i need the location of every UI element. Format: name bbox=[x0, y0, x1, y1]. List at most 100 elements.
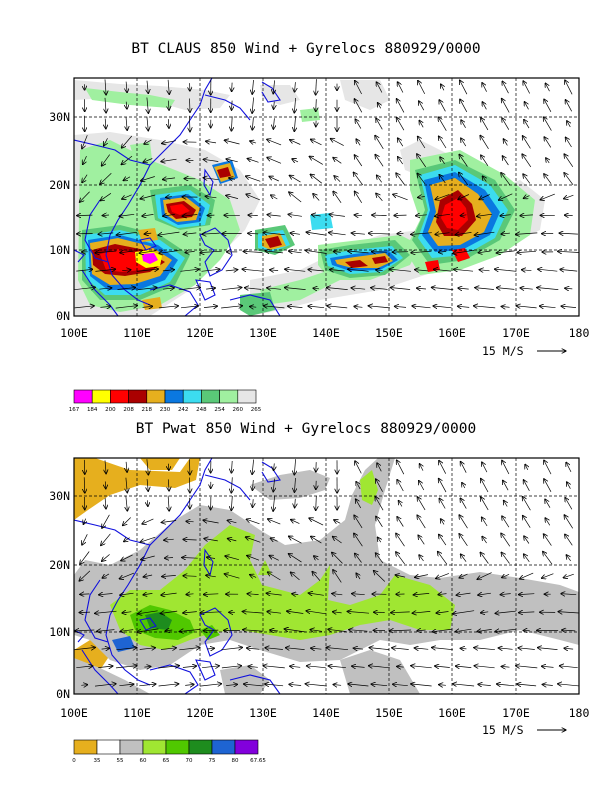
wind-vector bbox=[122, 612, 132, 613]
wind-vector bbox=[95, 269, 115, 271]
colorbar-swatch bbox=[128, 389, 148, 404]
wind-vector bbox=[502, 156, 509, 166]
wind-vector bbox=[332, 612, 342, 613]
wind-vector bbox=[289, 175, 301, 183]
wind-vector bbox=[436, 573, 450, 578]
wind-vector bbox=[164, 558, 174, 559]
wind-vector bbox=[186, 594, 194, 595]
wind-vector bbox=[482, 83, 487, 92]
wind-vector bbox=[565, 498, 573, 510]
wind-vector bbox=[502, 574, 510, 577]
wind-vector bbox=[354, 515, 363, 529]
wind-vector bbox=[289, 251, 302, 253]
wind-vector bbox=[165, 630, 173, 631]
wind-vector bbox=[544, 460, 552, 475]
wind-vector bbox=[231, 116, 232, 131]
wind-vector bbox=[288, 214, 302, 216]
wind-vector bbox=[271, 195, 278, 199]
wind-vector bbox=[306, 666, 326, 668]
wind-vector bbox=[334, 520, 341, 524]
wind-vector bbox=[348, 684, 369, 686]
wind-vector bbox=[126, 81, 127, 93]
colorbar-tick-label: 184 bbox=[87, 407, 98, 413]
wind-vector bbox=[101, 648, 110, 649]
wind-vector bbox=[138, 288, 157, 290]
top-lon-label: 180 bbox=[569, 326, 590, 340]
wind-vector bbox=[97, 630, 115, 632]
wind-vector bbox=[207, 557, 216, 558]
wind-vector bbox=[539, 306, 556, 308]
wind-vector bbox=[545, 83, 550, 92]
wind-vector bbox=[227, 539, 237, 541]
wind-vector bbox=[246, 194, 260, 201]
wind-vector bbox=[523, 515, 531, 528]
wind-vector bbox=[482, 462, 488, 473]
wind-vector bbox=[397, 666, 404, 667]
wind-vector bbox=[522, 154, 532, 168]
wind-vector bbox=[453, 684, 475, 686]
wind-vector bbox=[495, 629, 516, 631]
wind-vector bbox=[269, 555, 279, 561]
wind-vector bbox=[520, 572, 534, 579]
wind-vector bbox=[435, 233, 450, 235]
wind-vector bbox=[159, 250, 179, 254]
wind-vector bbox=[162, 141, 176, 144]
wind-vector bbox=[105, 497, 106, 509]
wind-vector bbox=[478, 684, 491, 685]
bottom-lat-label: 30N bbox=[49, 489, 70, 503]
wind-vector bbox=[537, 648, 558, 650]
wind-vector bbox=[206, 288, 215, 289]
wind-vector bbox=[565, 100, 573, 112]
wind-vector bbox=[242, 269, 264, 271]
wind-vector bbox=[306, 232, 326, 236]
wind-vector bbox=[459, 172, 469, 186]
wind-vector bbox=[439, 136, 447, 149]
wind-vector bbox=[520, 215, 533, 216]
wind-vector bbox=[168, 463, 169, 471]
wind-vector bbox=[439, 175, 446, 184]
wind-vector bbox=[503, 139, 507, 146]
wind-vector bbox=[119, 214, 135, 216]
wind-vector bbox=[139, 251, 157, 254]
wind-vector bbox=[122, 270, 131, 271]
wind-vector bbox=[120, 630, 134, 632]
wind-vector bbox=[389, 630, 412, 631]
wind-vector bbox=[77, 215, 93, 216]
wind-vector bbox=[544, 137, 552, 148]
wind-vector bbox=[522, 497, 531, 511]
wind-vector bbox=[102, 573, 110, 578]
wind-vector bbox=[224, 140, 240, 145]
wind-vector bbox=[375, 154, 384, 167]
wind-vector bbox=[501, 306, 510, 307]
wind-vector bbox=[538, 269, 558, 271]
wind-vector bbox=[417, 173, 426, 185]
wind-vector bbox=[524, 536, 530, 544]
wind-vector bbox=[229, 178, 235, 180]
wind-vector bbox=[180, 306, 199, 308]
wind-vector bbox=[313, 194, 320, 201]
wind-vector bbox=[305, 250, 327, 254]
colorbar-tick-label: 242 bbox=[178, 407, 189, 413]
bottom-coastlines bbox=[74, 458, 281, 694]
wind-vector bbox=[137, 628, 159, 632]
wind-vector bbox=[116, 232, 138, 235]
bottom-axis-labels: 30N 20N 10N 0N 100E 110E 120E 130E 140E … bbox=[49, 489, 589, 737]
wind-vector bbox=[412, 306, 431, 308]
colorbar-tick-label: 230 bbox=[160, 407, 171, 413]
wind-vector bbox=[83, 518, 85, 525]
wind-vector bbox=[419, 555, 424, 562]
colorbar-swatch bbox=[73, 739, 98, 755]
wind-vector bbox=[267, 612, 282, 614]
colorbar-tick-label: 60 bbox=[140, 758, 147, 764]
wind-vector bbox=[541, 573, 554, 579]
wind-vector bbox=[564, 648, 574, 649]
colorbar-swatch bbox=[119, 739, 144, 755]
wind-vector bbox=[516, 306, 537, 308]
wind-vector bbox=[126, 495, 128, 512]
wind-vector bbox=[284, 629, 306, 633]
colorbar-tick-label: 70 bbox=[186, 758, 193, 764]
wind-vector bbox=[311, 215, 321, 216]
wind-vector bbox=[516, 666, 538, 668]
top-lat-label: 30N bbox=[49, 110, 70, 124]
wind-vector bbox=[473, 306, 496, 308]
